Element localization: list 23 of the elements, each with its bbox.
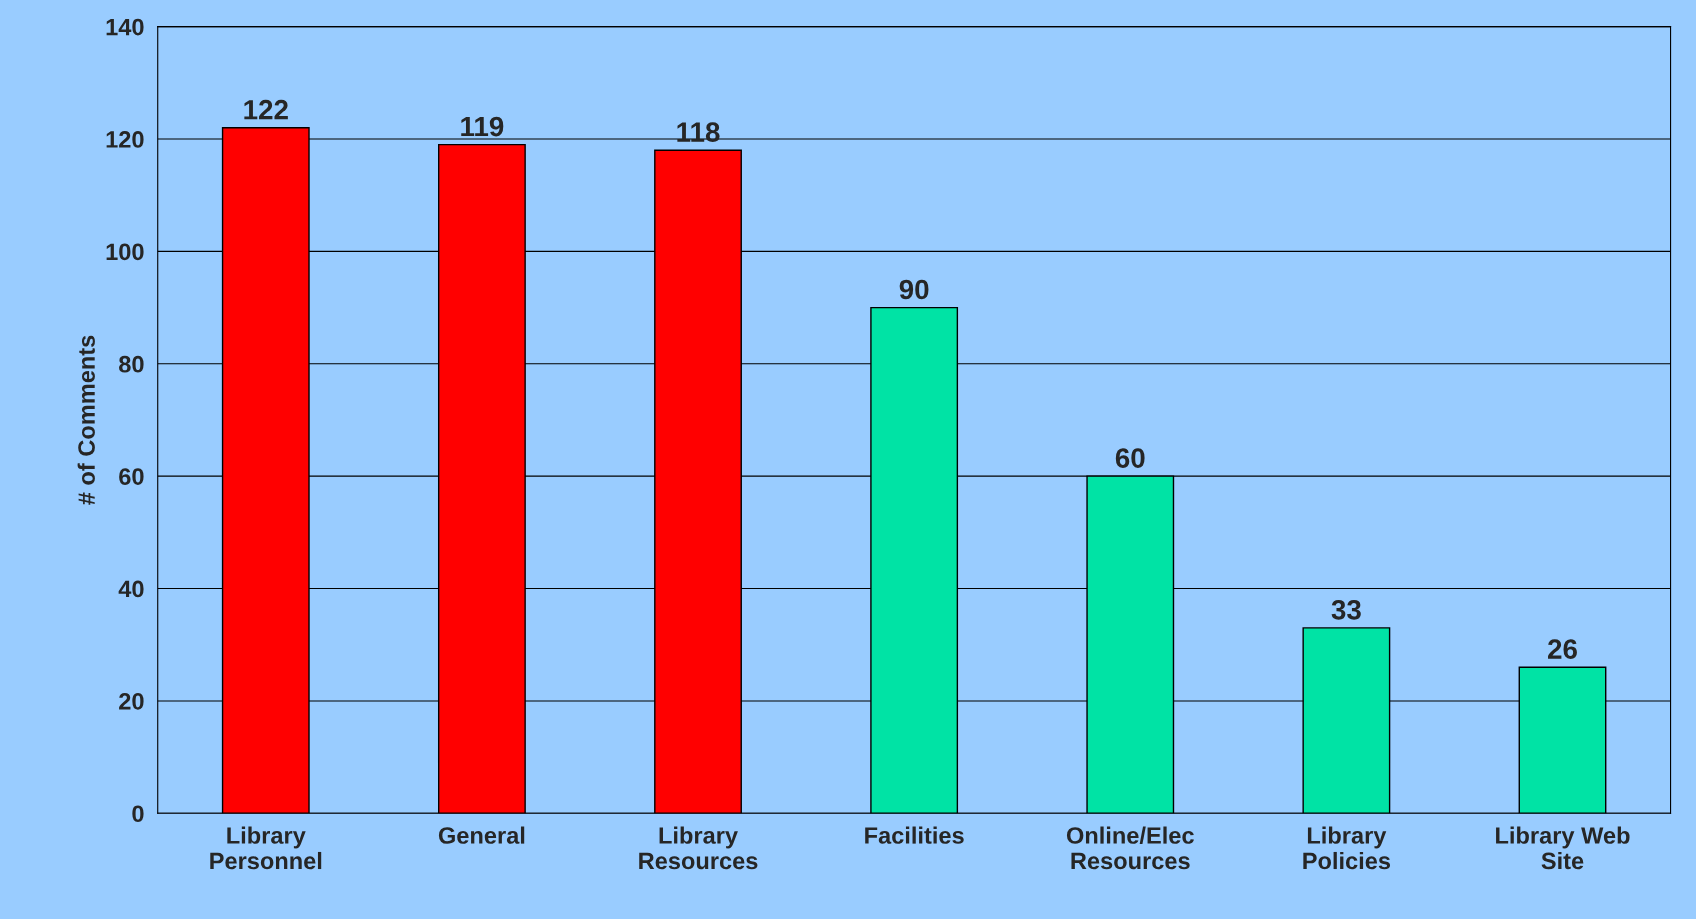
x-tick-label: Library Web Site	[1496, 826, 1630, 870]
y-tick-label: 60	[119, 468, 144, 485]
x-tick-label: Library Resources	[639, 826, 758, 870]
data-label: 122	[244, 99, 288, 120]
data-label: 60	[1115, 448, 1145, 468]
y-tick-label: 100	[106, 243, 144, 261]
x-tick-label: General	[438, 826, 525, 844]
y-tick-label: 120	[106, 131, 144, 148]
data-label: 26	[1548, 639, 1577, 659]
y-tick-label: 80	[119, 355, 144, 373]
y-tick-label: 20	[119, 693, 144, 710]
y-tick-label: 140	[106, 18, 144, 36]
x-tick-label: Library Policies	[1303, 826, 1391, 870]
y-tick-label: 0	[132, 805, 144, 823]
data-label: 118	[677, 122, 720, 142]
data-label: 119	[461, 116, 504, 137]
x-tick-label: Online/Elec Resources	[1066, 826, 1194, 870]
x-tick-label: Facilities	[865, 826, 964, 844]
x-tick-label: Library Personnel	[210, 826, 322, 870]
data-label: 90	[899, 279, 929, 300]
y-tick-label: 40	[118, 580, 144, 598]
y-axis-title: # of Comments	[77, 335, 95, 505]
data-label: 33	[1331, 599, 1361, 620]
